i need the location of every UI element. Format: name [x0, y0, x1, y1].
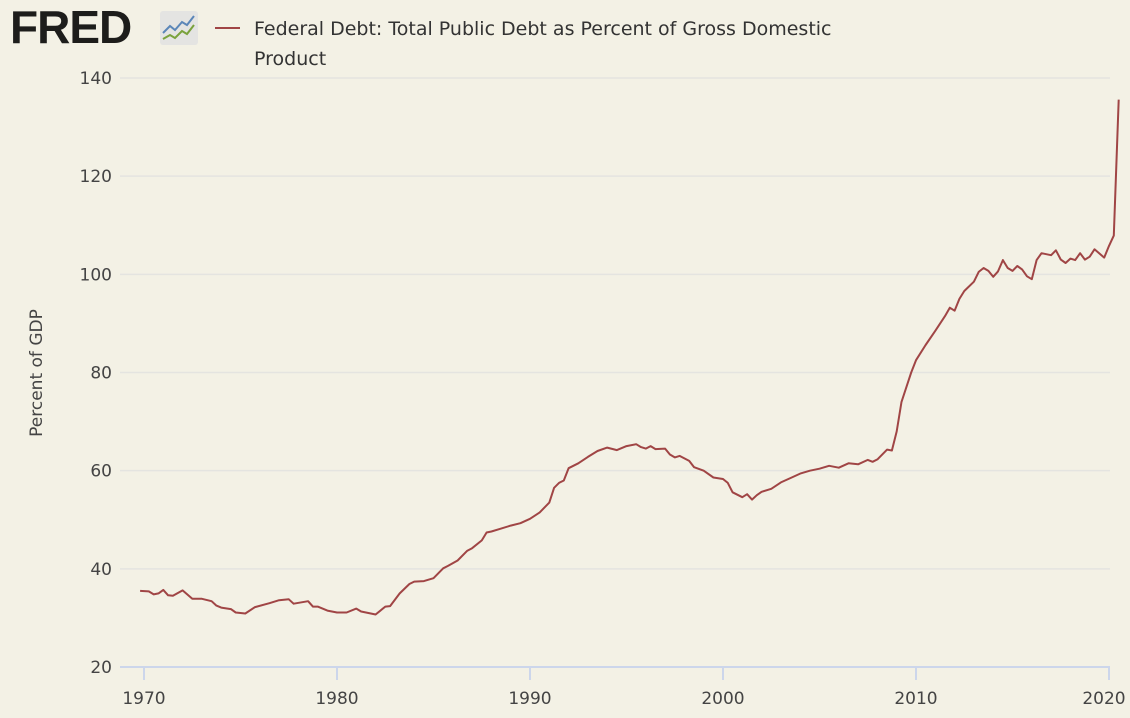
x-tick-label: 1970 [122, 689, 165, 709]
y-tick-label: 60 [90, 462, 112, 482]
x-tick-label: 1980 [315, 689, 358, 709]
series-line [140, 99, 1120, 616]
y-tick-label: 20 [90, 658, 112, 678]
y-tick-label: 80 [90, 364, 112, 384]
y-tick-label: 140 [80, 69, 112, 89]
y-axis-label: Percent of GDP [27, 309, 47, 437]
legend-swatch [215, 27, 240, 29]
y-tick-label: 120 [80, 167, 112, 187]
x-tick-label: 2000 [701, 689, 744, 709]
legend-series-label: Federal Debt: Total Public Debt as Perce… [254, 18, 832, 70]
y-tick-label: 40 [90, 560, 112, 580]
x-tick-label: 2020 [1082, 689, 1125, 709]
x-tick-label: 1990 [508, 689, 551, 709]
fred-chart-logo-icon [160, 11, 198, 45]
x-tick-label: 2010 [894, 689, 937, 709]
fred-logo[interactable]: FRED [10, 1, 132, 53]
y-tick-label: 100 [80, 265, 112, 285]
